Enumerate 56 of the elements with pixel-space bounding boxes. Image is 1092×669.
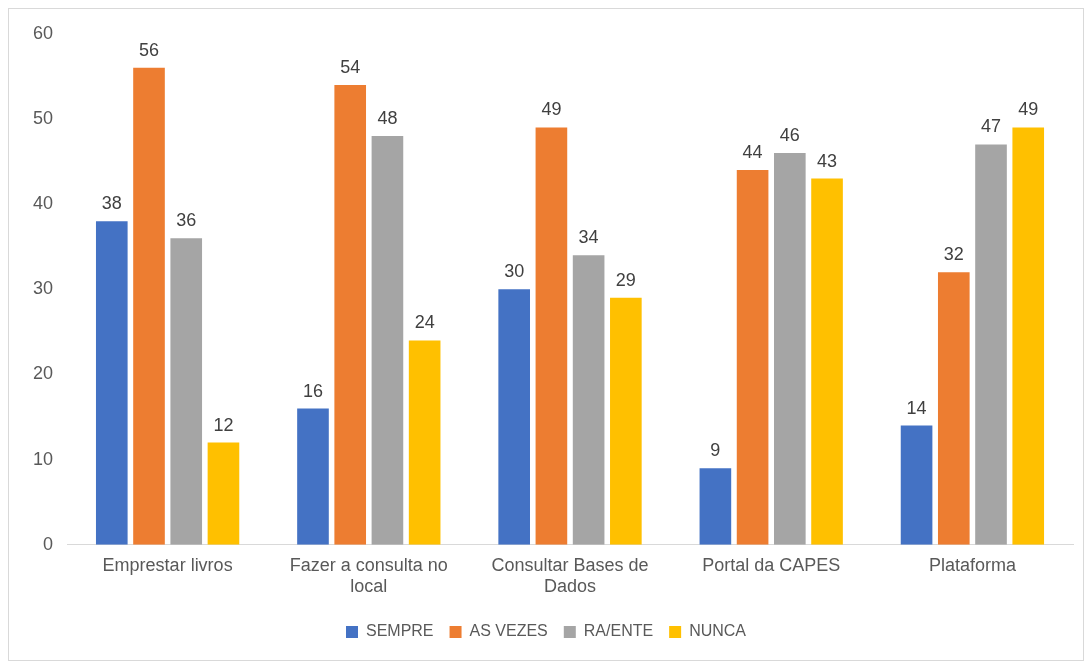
y-tick-label: 60 bbox=[32, 22, 54, 43]
data-label: 38 bbox=[101, 193, 122, 214]
bar bbox=[1012, 127, 1045, 545]
data-label: 32 bbox=[943, 244, 964, 265]
legend-label: AS VEZES bbox=[469, 622, 548, 640]
bar bbox=[699, 468, 732, 545]
x-tick-label: Portal da CAPES bbox=[702, 554, 841, 575]
bar bbox=[170, 238, 203, 545]
bar bbox=[408, 340, 441, 545]
data-label: 16 bbox=[302, 380, 323, 401]
bar bbox=[572, 255, 605, 545]
bar bbox=[371, 136, 404, 545]
data-label: 47 bbox=[981, 116, 1002, 137]
data-label: 30 bbox=[504, 261, 525, 282]
y-tick-label: 30 bbox=[32, 278, 54, 299]
data-label: 43 bbox=[817, 150, 838, 171]
x-tick-label: Emprestar livros bbox=[102, 554, 233, 575]
bar bbox=[334, 84, 367, 545]
y-tick-label: 10 bbox=[32, 448, 54, 469]
bar bbox=[975, 144, 1007, 545]
x-tick-label: Plataforma bbox=[928, 554, 1017, 575]
bar bbox=[736, 170, 769, 545]
y-tick-label: 50 bbox=[32, 107, 54, 128]
legend-label: SEMPRE bbox=[365, 622, 434, 640]
data-label: 56 bbox=[138, 39, 160, 60]
bar bbox=[937, 272, 970, 545]
bar bbox=[297, 408, 329, 545]
data-label: 29 bbox=[615, 269, 636, 290]
x-tick-label: Consultar Bases de Dados bbox=[491, 554, 649, 597]
data-label: 12 bbox=[213, 414, 234, 435]
bar bbox=[774, 153, 806, 545]
data-label: 49 bbox=[1018, 99, 1039, 120]
bar bbox=[95, 221, 128, 545]
data-label: 9 bbox=[710, 440, 721, 461]
data-label: 24 bbox=[414, 312, 435, 333]
y-tick-label: 20 bbox=[32, 363, 54, 384]
bar bbox=[900, 425, 933, 545]
data-label: 46 bbox=[779, 125, 800, 145]
data-label: 34 bbox=[578, 227, 599, 248]
data-label: 49 bbox=[541, 99, 562, 120]
bar bbox=[811, 178, 843, 545]
bar bbox=[610, 297, 642, 545]
legend-label: RA/ENTE bbox=[583, 622, 654, 640]
bar bbox=[498, 289, 530, 545]
legend-label: NUNCA bbox=[689, 622, 747, 640]
y-tick-label: 40 bbox=[32, 193, 54, 214]
data-label: 54 bbox=[340, 56, 361, 77]
bar bbox=[535, 127, 568, 545]
bar bbox=[207, 442, 240, 545]
data-label: 36 bbox=[176, 210, 197, 231]
data-label: 14 bbox=[906, 397, 927, 418]
data-label: 44 bbox=[742, 142, 763, 163]
bar bbox=[133, 67, 165, 545]
y-tick-label: 0 bbox=[43, 533, 54, 554]
x-tick-label: Fazer a consulta no local bbox=[289, 554, 448, 597]
data-label: 48 bbox=[377, 107, 398, 128]
